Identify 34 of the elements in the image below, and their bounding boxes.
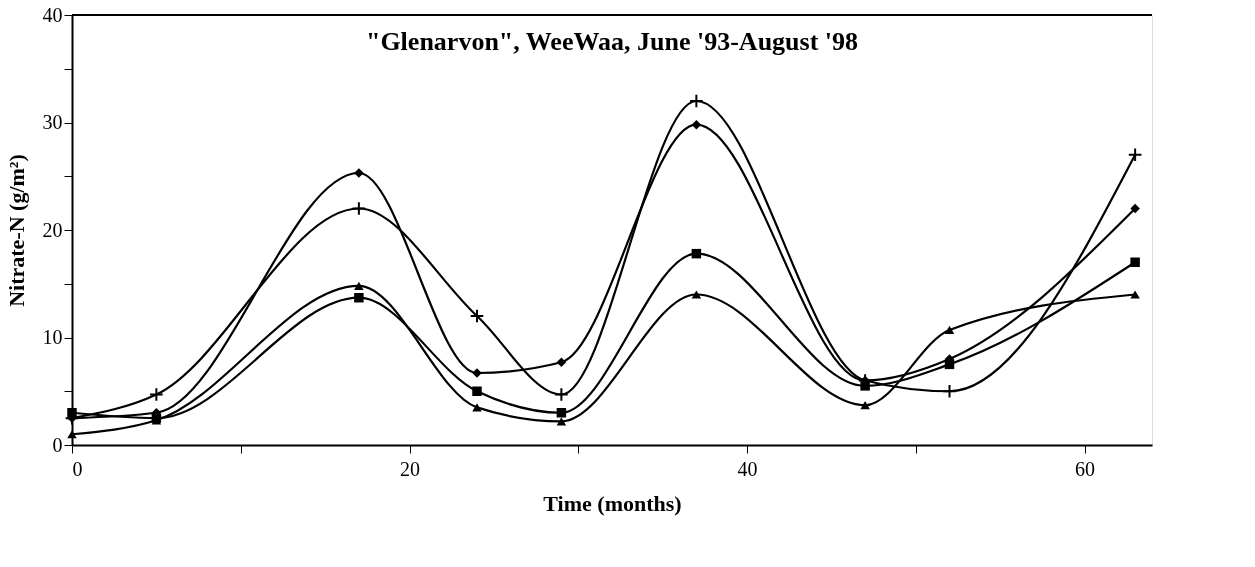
point (689, 93, 704, 109)
point (1127, 147, 1143, 163)
y-tick-label: 20 (42, 218, 63, 241)
point (556, 357, 567, 367)
point (472, 386, 482, 396)
point (67, 430, 77, 439)
x-tick-label: 0 (72, 457, 83, 480)
point (1130, 290, 1140, 299)
point (354, 281, 364, 291)
point (556, 417, 567, 426)
x-axis-title: Time (months) (543, 490, 682, 516)
x-tick-label: 20 (400, 457, 420, 480)
point (554, 387, 569, 402)
point (942, 383, 957, 399)
point (691, 248, 702, 259)
x-tick-label: 40 (737, 457, 758, 480)
point (691, 119, 702, 130)
x-tick-label: 60 (1075, 457, 1095, 480)
point (691, 290, 702, 299)
y-tick-label: 0 (52, 433, 63, 456)
point (469, 308, 485, 324)
y-tick-label: 40 (42, 3, 63, 26)
point (860, 401, 870, 410)
text: "Glenarvon", WeeWaa, June '93-August '98 (365, 27, 859, 56)
point (351, 201, 367, 216)
point (354, 292, 364, 303)
y-tick-label: 10 (42, 326, 63, 348)
point (556, 408, 567, 418)
point (1130, 257, 1140, 267)
y-axis-title: Nitrate-N (g/m²) (3, 154, 29, 307)
point (149, 387, 164, 402)
point (1130, 203, 1140, 214)
point (944, 325, 955, 335)
y-tick-label: 30 (42, 111, 63, 133)
